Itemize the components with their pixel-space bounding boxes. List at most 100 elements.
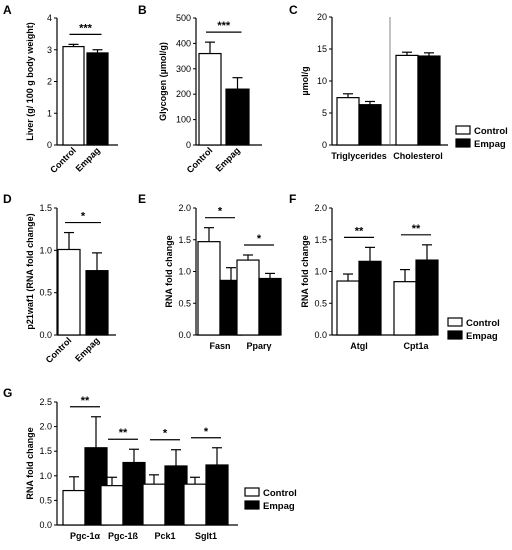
category-label: Fasn (209, 341, 230, 351)
y-tick-label: 4 (47, 13, 52, 23)
significance-marker: * (218, 206, 223, 218)
y-tick-label: 20 (317, 12, 327, 22)
y-axis-label: RNA fold change (25, 427, 35, 499)
bar-control (198, 52, 222, 146)
category-label: Empag (73, 335, 101, 363)
y-tick-label: 0.0 (178, 330, 191, 340)
y-tick-label: 1.5 (39, 203, 52, 213)
legend-label-empag: Empag (474, 139, 506, 150)
category-label: Sglt1 (195, 531, 217, 541)
y-tick-label: 0 (186, 140, 191, 150)
y-tick-label: 2.0 (39, 422, 52, 432)
y-tick-label: 1.5 (178, 235, 191, 245)
bar-empag (358, 260, 382, 336)
y-tick-label: 1.5 (314, 235, 327, 245)
y-tick-label: 2 (47, 77, 52, 87)
bar-control (395, 54, 419, 146)
y-tick-label: 1 (47, 108, 52, 118)
bar-control (336, 280, 360, 336)
significance-marker: *** (217, 20, 231, 32)
y-tick-label: 500 (176, 13, 191, 23)
panel-letter-e: E (138, 192, 146, 206)
category-label: Atgl (350, 341, 368, 351)
bar-control (62, 45, 85, 146)
bar-empag (417, 55, 441, 146)
category-label: Pck1 (154, 531, 175, 541)
category-label: Cpt1a (403, 341, 429, 351)
bar-control (57, 248, 81, 336)
y-tick-label: 1.0 (178, 267, 191, 277)
panel-letter-b: B (138, 3, 147, 17)
category-label: Cholesterol (393, 151, 443, 161)
significance-marker: ** (355, 225, 364, 237)
y-tick-label: 200 (176, 89, 191, 99)
panel-letter-c: C (289, 3, 298, 17)
bar-empag (205, 464, 229, 526)
y-tick-label: 0.5 (39, 495, 52, 505)
y-axis-label: µmol/g (300, 66, 310, 95)
y-axis-label: Glycogen (µmol/g) (158, 42, 168, 121)
category-label: Pgc-1α (70, 531, 101, 541)
panel-letter-a: A (3, 3, 12, 17)
y-tick-label: 0.5 (314, 298, 327, 308)
y-tick-label: 1.0 (39, 245, 52, 255)
bar-control (236, 259, 260, 336)
legend-label-control: Control (466, 318, 500, 329)
significance-marker: * (257, 233, 262, 245)
y-tick-label: 1.0 (39, 471, 52, 481)
legend-swatch-control (447, 317, 463, 327)
category-label: Empag (74, 145, 102, 173)
y-tick-label: 15 (317, 44, 327, 54)
y-axis-label: RNA fold change (300, 235, 310, 307)
legend-label-control: Control (474, 126, 508, 137)
y-tick-label: 3 (47, 45, 52, 55)
bar-empag (415, 259, 439, 336)
legend-label-empag: Empag (263, 501, 295, 512)
y-tick-label: 0.5 (178, 298, 191, 308)
y-tick-label: 10 (317, 76, 327, 86)
category-label: Pgc-1ß (108, 531, 139, 541)
y-tick-label: 100 (176, 115, 191, 125)
bar-empag (122, 461, 146, 526)
category-label: Pparγ (246, 341, 271, 351)
legend-swatch-empag (244, 500, 260, 510)
panel-letter-g: G (3, 386, 12, 400)
bar-empag (86, 52, 109, 146)
legend-swatch-control (455, 125, 471, 135)
bar-control (393, 281, 417, 336)
legend-swatch-control (244, 487, 260, 497)
legend-swatch-empag (447, 330, 463, 340)
y-tick-label: 0.5 (39, 288, 52, 298)
y-tick-label: 0 (322, 140, 327, 150)
y-tick-label: 2.0 (314, 203, 327, 213)
bar-control (336, 97, 360, 146)
y-tick-label: 0.0 (314, 330, 327, 340)
significance-marker: ** (119, 427, 128, 439)
y-tick-label: 5 (322, 108, 327, 118)
significance-marker: * (204, 426, 209, 438)
legend-label-control: Control (263, 488, 297, 499)
y-axis-label: Liver (g/ 100 g body weight) (25, 22, 35, 141)
significance-marker: * (163, 428, 168, 440)
significance-marker: *** (79, 22, 93, 34)
bar-control (183, 483, 207, 526)
bar-control (142, 483, 166, 526)
panel-letter-d: D (3, 192, 12, 206)
y-tick-label: 2.0 (178, 203, 191, 213)
significance-marker: ** (412, 223, 421, 235)
y-tick-label: 300 (176, 64, 191, 74)
bar-control (197, 241, 221, 336)
panel-letter-f: F (289, 192, 296, 206)
bar-control (100, 485, 124, 526)
category-label: Empag (214, 145, 242, 173)
category-label: Triglycerides (331, 151, 387, 161)
bar-empag (358, 104, 382, 146)
y-tick-label: 1.5 (39, 446, 52, 456)
bar-empag (85, 270, 109, 336)
significance-marker: * (81, 211, 86, 223)
bar-control (62, 489, 86, 526)
y-tick-label: 0 (47, 140, 52, 150)
y-tick-label: 2.5 (39, 397, 52, 407)
y-axis-label: p21waf1 (RNA fold change) (25, 213, 35, 329)
